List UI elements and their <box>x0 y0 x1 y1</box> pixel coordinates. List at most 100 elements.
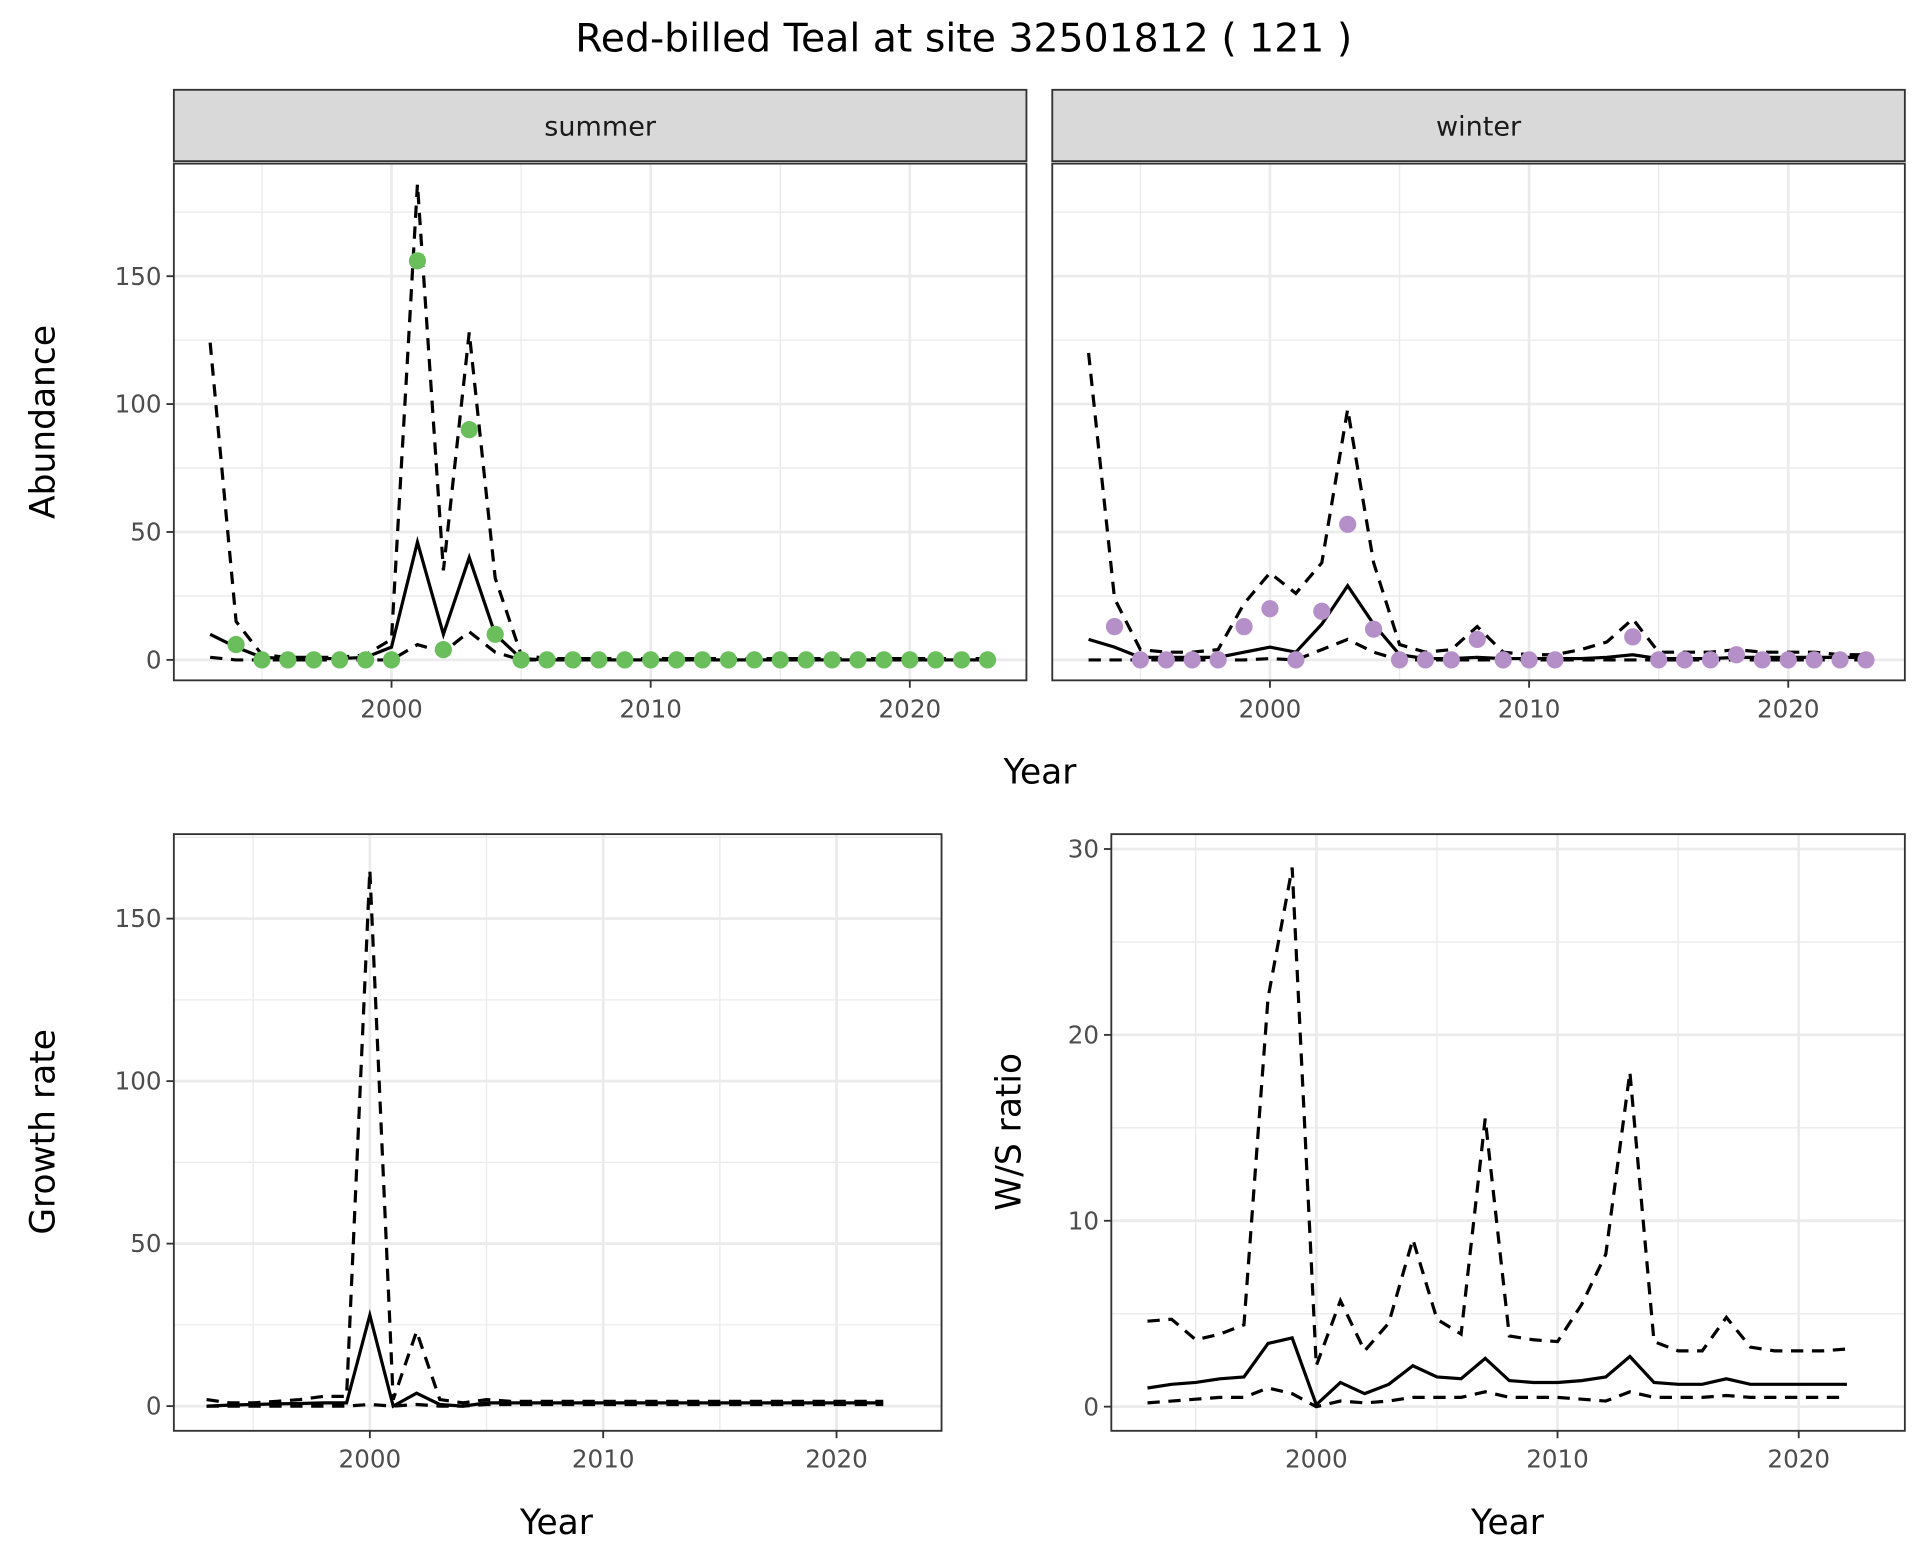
facet-label: winter <box>1436 111 1522 142</box>
x-tick-label: 2020 <box>1767 1445 1830 1474</box>
observed-point <box>434 641 452 659</box>
observed-point <box>357 651 375 669</box>
plot-background <box>173 163 1027 681</box>
figure-title: Red-billed Teal at site 32501812 ( 121 ) <box>575 16 1352 62</box>
observed-point <box>1805 651 1823 669</box>
fitted-line <box>206 1308 884 1409</box>
x-axis-label-growth: Year <box>519 1503 594 1543</box>
panel-winter: winter 2000 2010 2020 <box>1051 88 1906 723</box>
y-tick-label: 150 <box>115 904 162 933</box>
x-tick-label: 2020 <box>879 694 942 723</box>
y-axis-label-abundance: Abundance <box>24 325 64 519</box>
observed-point <box>1105 618 1124 636</box>
observed-point <box>978 651 997 669</box>
plot-background <box>1111 834 1905 1431</box>
y-tick-label: 0 <box>1083 1392 1099 1421</box>
observed-point <box>564 651 582 669</box>
observed-point <box>1624 628 1642 646</box>
x-tick-label: 2000 <box>360 694 423 723</box>
x-tick-label: 2010 <box>1498 694 1561 723</box>
observed-point <box>1313 602 1331 620</box>
panel-w-s-ratio: 2000 2010 2020 0 10 20 30 <box>1068 833 1906 1474</box>
observed-point <box>719 651 738 669</box>
panel-border <box>172 833 943 1432</box>
observed-point <box>382 651 401 669</box>
y-tick-label: 50 <box>130 1229 161 1258</box>
x-axis-label-top: Year <box>1003 753 1078 793</box>
observed-point <box>667 651 686 669</box>
observed-point <box>1339 515 1357 533</box>
observed-point <box>1494 651 1512 669</box>
x-axis-label-ratio: Year <box>1470 1503 1545 1543</box>
facet-strip <box>172 88 1028 163</box>
plot-background <box>173 834 942 1431</box>
observed-point <box>693 651 712 669</box>
observed-point <box>1675 651 1694 669</box>
observed-point <box>1287 651 1305 669</box>
observed-point <box>1261 600 1279 618</box>
observed-point <box>1209 651 1227 669</box>
fitted-line <box>1147 1336 1847 1408</box>
x-tick-label: 2010 <box>1526 1445 1589 1474</box>
y-tick-label: 30 <box>1068 835 1099 864</box>
y-tick-label: 0 <box>146 645 162 674</box>
observed-point <box>1442 651 1460 669</box>
observed-point <box>927 651 945 669</box>
y-tick-label: 100 <box>115 1067 162 1096</box>
upper-bound-line <box>1147 867 1848 1367</box>
observed-point <box>538 651 556 669</box>
x-tick-label: 2000 <box>339 1445 402 1474</box>
observed-point <box>1727 646 1746 664</box>
observed-point <box>1157 651 1175 669</box>
y-tick-label: 0 <box>146 1392 162 1421</box>
observed-point <box>331 651 349 669</box>
y-axis-label-ratio: W/S ratio <box>989 1053 1029 1211</box>
y-tick-label: 50 <box>130 518 161 547</box>
observed-point <box>408 252 427 270</box>
panel-border <box>172 162 1028 682</box>
observed-point <box>1546 651 1564 669</box>
plot-background <box>1052 163 1905 681</box>
observed-point <box>823 651 841 669</box>
observed-point <box>901 651 919 669</box>
observed-point <box>227 635 245 654</box>
observed-point <box>797 651 815 669</box>
panel-border <box>1051 162 1906 682</box>
observed-point <box>1183 651 1201 669</box>
observed-point <box>1235 618 1253 636</box>
observed-point <box>590 651 608 669</box>
observed-point <box>1753 651 1771 669</box>
x-tick-label: 2010 <box>572 1445 635 1474</box>
facet-label: summer <box>544 111 657 142</box>
observed-point <box>279 651 297 669</box>
observed-point <box>253 651 271 669</box>
observed-point <box>1364 620 1383 638</box>
observed-point <box>512 651 530 669</box>
x-tick-label: 2010 <box>619 694 682 723</box>
lower-bound-line <box>1147 1386 1847 1409</box>
observed-point <box>1779 651 1797 669</box>
x-tick-label: 2000 <box>1239 694 1302 723</box>
observed-point <box>1701 651 1720 669</box>
observed-point <box>745 651 763 669</box>
y-tick-label: 150 <box>115 262 162 291</box>
x-tick-label: 2020 <box>805 1445 868 1474</box>
x-tick-label: 2020 <box>1757 694 1820 723</box>
observed-point <box>1857 651 1875 669</box>
observed-point <box>1416 651 1435 669</box>
observed-point <box>486 625 504 643</box>
observed-point <box>1390 651 1409 669</box>
observed-point <box>953 651 971 669</box>
panel-border <box>1110 833 1906 1432</box>
observed-point <box>642 651 660 669</box>
y-tick-label: 20 <box>1068 1020 1099 1049</box>
y-axis-label-growth: Growth rate <box>24 1029 64 1235</box>
y-tick-label: 10 <box>1068 1206 1099 1235</box>
y-tick-label: 100 <box>115 390 162 419</box>
observed-point <box>1468 630 1486 649</box>
x-tick-label: 2000 <box>1285 1445 1348 1474</box>
observed-point <box>875 651 893 669</box>
observed-point <box>460 421 478 439</box>
